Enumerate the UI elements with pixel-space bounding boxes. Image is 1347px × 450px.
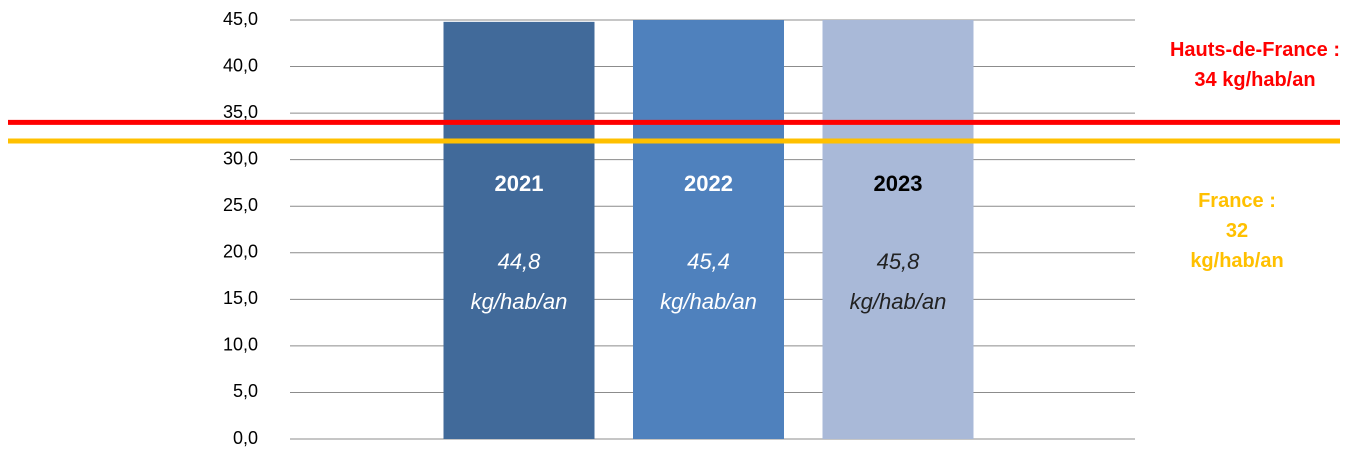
y-tick-label: 10,0	[223, 335, 258, 355]
y-tick-label: 30,0	[223, 148, 258, 168]
category-label: 2021	[495, 171, 544, 196]
value-label: 45,4 kg/hab/an	[660, 249, 757, 314]
y-tick-label: 25,0	[223, 195, 258, 215]
category-label: 2023	[874, 171, 923, 196]
bar	[822, 20, 974, 439]
y-tick-label: 45,0	[223, 9, 258, 29]
bar	[633, 20, 784, 439]
category-label: 2022	[684, 171, 733, 196]
y-tick-label: 0,0	[233, 428, 258, 448]
y-tick-label: 40,0	[223, 55, 258, 75]
bar	[443, 21, 595, 439]
reference-label: Hauts-de-France : 34 kg/hab/an	[1169, 39, 1341, 91]
value-label: 44,8 kg/hab/an	[470, 249, 568, 314]
y-tick-label: 15,0	[223, 288, 258, 308]
value-label: 45,8 kg/hab/an	[849, 249, 947, 314]
y-tick-label: 20,0	[223, 242, 258, 262]
reference-label: France : 32 kg/hab/an	[1190, 190, 1284, 272]
y-tick-label: 5,0	[233, 381, 258, 401]
y-tick-label: 35,0	[223, 102, 258, 122]
